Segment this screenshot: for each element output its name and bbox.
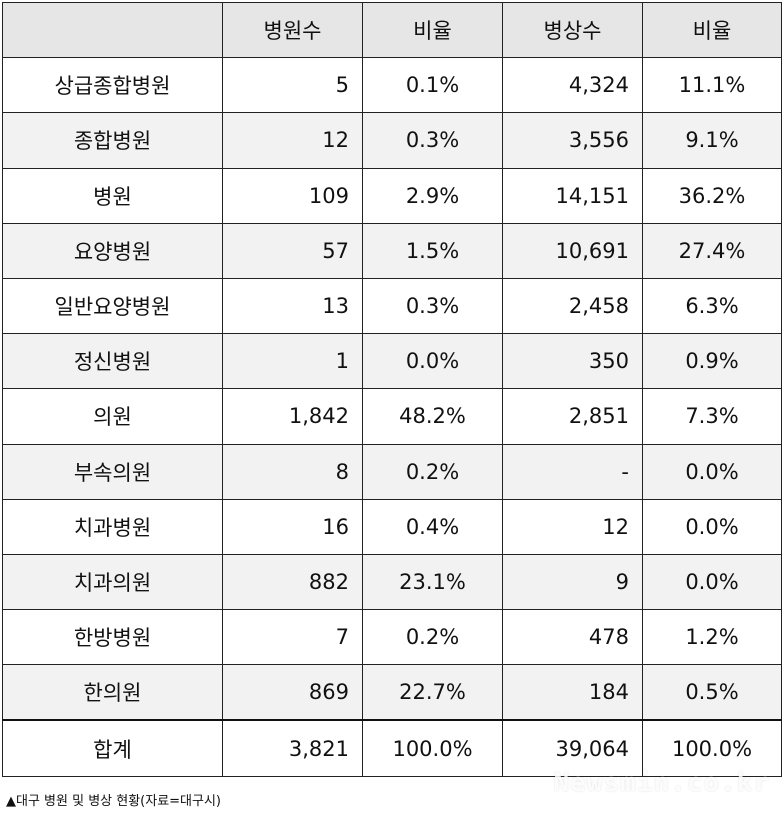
cell-hospital-count: 5: [222, 57, 363, 114]
source-caption: ▲대구 병원 및 병상 현황(자료=대구시): [6, 794, 222, 809]
cell-bed-ratio: 36.2%: [642, 167, 782, 224]
cell-hospital-count: 13: [222, 277, 363, 335]
table-row: 부속의원 8 0.2% -0.0%: [2, 443, 782, 500]
table-row: 치과병원 16 0.4% 12 0.0%: [2, 498, 782, 555]
cell-bed-ratio: 9.1%: [642, 112, 782, 169]
header-hospital-ratio: 비율: [362, 1, 503, 59]
cell-row-label: 의원: [2, 388, 223, 445]
table-row: 요양병원 57 1.5% 10,691 27.4%: [2, 222, 782, 279]
header-row: 병원수 비율 병상수 비율: [2, 1, 782, 59]
header-bed-ratio: 비율: [642, 1, 782, 59]
table-row: 병원 109 2.9% 14,151 36.2%: [2, 167, 782, 224]
cell-bed-count: 39,064: [502, 719, 643, 777]
table-row: 치과의원 882 23.1% 9 0.0%: [2, 553, 782, 611]
cell-bed-count: 184: [502, 664, 643, 721]
cell-row-label: 한방병원: [2, 609, 223, 666]
table-row: 상급종합병원 5 0.1% 4,324 11.1%: [2, 57, 782, 114]
cell-hospital-count: 3,821: [222, 719, 363, 777]
cell-hospital-count: 882: [222, 553, 363, 611]
cell-hospital-count: 109: [222, 167, 363, 224]
cell-hospital-ratio: 0.2%: [362, 443, 503, 500]
cell-bed-ratio: 0.0%: [642, 553, 782, 611]
cell-hospital-ratio: 0.3%: [362, 112, 503, 169]
cell-hospital-ratio: 0.0%: [362, 333, 503, 390]
cell-hospital-ratio: 0.1%: [362, 57, 503, 114]
cell-hospital-count: 1: [222, 333, 363, 390]
cell-bed-count: 4,324: [502, 57, 643, 114]
cell-bed-ratio: 0.0%: [642, 443, 782, 500]
cell-row-label: 종합병원: [2, 112, 223, 169]
cell-hospital-count: 1,842: [222, 388, 363, 445]
cell-hospital-ratio: 48.2%: [362, 388, 503, 445]
cell-row-label: 한의원: [2, 664, 223, 721]
cell-row-label: 상급종합병원: [2, 57, 223, 114]
header-bed-count: 병상수: [502, 1, 643, 59]
cell-bed-ratio: 6.3%: [642, 277, 782, 335]
cell-bed-ratio: 100.0%: [642, 719, 782, 777]
cell-row-label: 부속의원: [2, 443, 223, 500]
cell-bed-ratio: 0.9%: [642, 333, 782, 390]
cell-hospital-count: 7: [222, 609, 363, 666]
cell-row-label: 정신병원: [2, 333, 223, 390]
cell-bed-count: 350: [502, 333, 643, 390]
cell-bed-count: 14,151: [502, 167, 643, 224]
cell-bed-count: 12: [502, 498, 643, 555]
table-row: 일반요양병원 13 0.3% 2,458 6.3%: [2, 277, 782, 335]
cell-hospital-count: 869: [222, 664, 363, 721]
cell-bed-ratio: 27.4%: [642, 222, 782, 279]
cell-hospital-count: 16: [222, 498, 363, 555]
watermark: Newsmin.co.kr: [553, 768, 770, 798]
total-row: 합계 3,821 100.0% 39,064 100.0%: [2, 719, 782, 777]
table-row: 정신병원 1 0.0% 350 0.9%: [2, 333, 782, 390]
table-row: 한의원 869 22.7% 184 0.5%: [2, 664, 782, 721]
cell-hospital-ratio: 2.9%: [362, 167, 503, 224]
cell-row-label: 치과의원: [2, 553, 223, 611]
cell-bed-count: 3,556: [502, 112, 643, 169]
cell-hospital-count: 8: [222, 443, 363, 500]
hospital-stats-table: 병원수 비율 병상수 비율 상급종합병원 5 0.1% 4,324 11.1% 종합병원 1…: [2, 1, 782, 777]
cell-bed-ratio: 1.2%: [642, 609, 782, 666]
cell-bed-count: -: [502, 443, 643, 500]
table-row: 종합병원 12 0.3% 3,556 9.1%: [2, 112, 782, 169]
table-row: 한방병원 7 0.2% 478 1.2%: [2, 609, 782, 666]
table-row: 의원 1,842 48.2% 2,851 7.3%: [2, 388, 782, 445]
cell-hospital-ratio: 23.1%: [362, 553, 503, 611]
cell-bed-ratio: 0.0%: [642, 498, 782, 555]
cell-hospital-count: 12: [222, 112, 363, 169]
header-corner: [2, 1, 223, 59]
cell-row-label: 요양병원: [2, 222, 223, 279]
cell-hospital-ratio: 100.0%: [362, 719, 503, 777]
cell-row-label: 합계: [2, 719, 223, 777]
cell-bed-count: 2,458: [502, 277, 643, 335]
cell-hospital-ratio: 22.7%: [362, 664, 503, 721]
cell-hospital-ratio: 0.4%: [362, 498, 503, 555]
cell-bed-ratio: 11.1%: [642, 57, 782, 114]
cell-bed-count: 10,691: [502, 222, 643, 279]
cell-hospital-ratio: 1.5%: [362, 222, 503, 279]
cell-hospital-ratio: 0.2%: [362, 609, 503, 666]
header-hospital-count: 병원수: [222, 1, 363, 59]
cell-bed-ratio: 7.3%: [642, 388, 782, 445]
cell-bed-ratio: 0.5%: [642, 664, 782, 721]
cell-row-label: 일반요양병원: [2, 277, 223, 335]
cell-row-label: 치과병원: [2, 498, 223, 555]
cell-bed-count: 2,851: [502, 388, 643, 445]
cell-row-label: 병원: [2, 167, 223, 224]
cell-bed-count: 9: [502, 553, 643, 611]
cell-hospital-ratio: 0.3%: [362, 277, 503, 335]
cell-hospital-count: 57: [222, 222, 363, 279]
cell-bed-count: 478: [502, 609, 643, 666]
